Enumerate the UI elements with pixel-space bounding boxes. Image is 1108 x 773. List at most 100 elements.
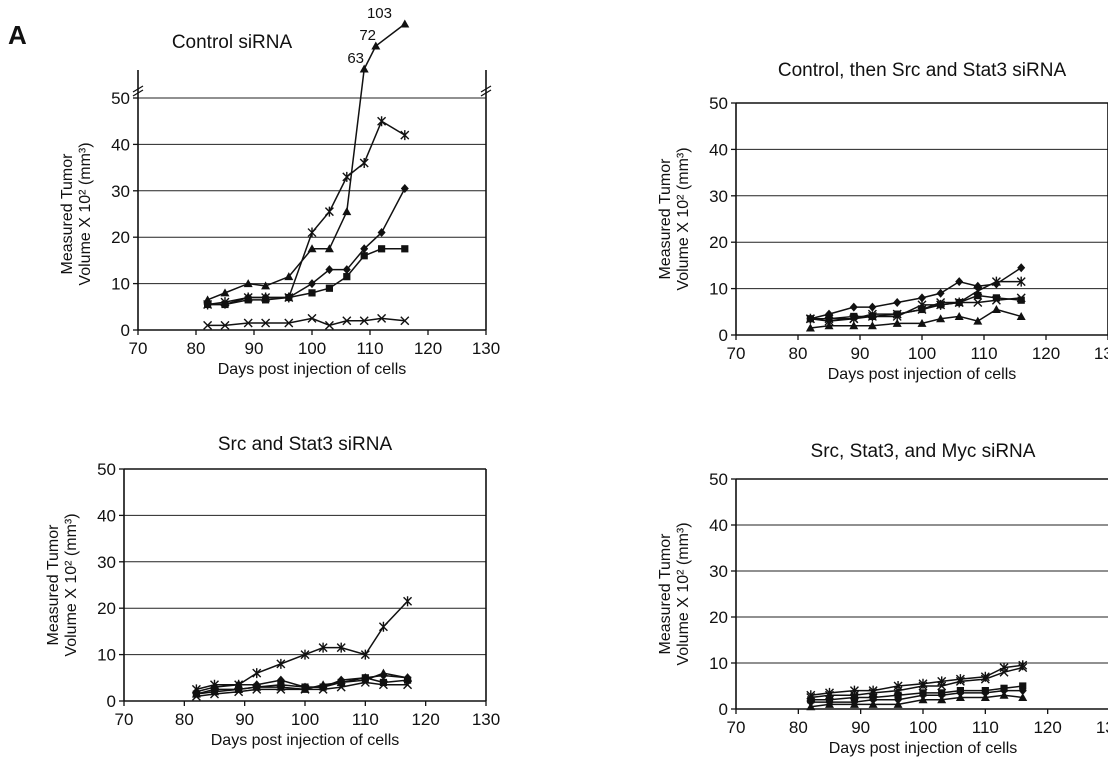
x-tick-label: 70 [727,718,746,737]
chart-title: Control siRNA [172,32,293,53]
data-point [894,691,902,699]
data-point [867,309,877,319]
data-point [342,316,352,326]
data-point [261,318,271,328]
series-line [207,248,405,306]
x-tick-label: 130 [472,710,500,729]
y-axis-label-line2: Volume X 10² (mm³) [77,142,94,285]
data-point [980,674,990,684]
data-point [377,116,387,127]
x-axis-label: Days post injection of cells [211,732,400,749]
data-point [243,318,253,328]
data-point [936,314,946,323]
data-point [191,691,201,701]
data-point [252,684,262,694]
data-point [937,681,947,691]
data-point [307,244,317,253]
data-point [379,678,388,687]
y-tick-label: 10 [709,280,728,299]
x-tick-label: 110 [972,718,999,737]
x-axis-label: Days post injection of cells [829,740,1018,757]
y-tick-label: 40 [709,516,728,535]
data-point [973,285,983,296]
data-point [210,689,219,699]
data-point [343,273,351,281]
data-point [307,313,317,323]
y-tick-label: 10 [97,646,116,665]
series-line [207,317,405,327]
data-point [937,690,946,700]
data-point [308,279,316,289]
x-tick-label: 130 [1094,344,1108,363]
chart-control-then-src-stat3-sirna: Control, then Src and Stat3 siRNA 0 10 20 30… [657,60,1108,383]
data-point [342,171,352,182]
series-1-diamond [806,263,1026,324]
y-tick-label: 50 [111,89,130,108]
data-point [973,298,983,308]
data-point [936,288,945,298]
series-4-square [204,245,409,309]
panel-label: A [8,20,27,50]
data-point [919,690,927,700]
data-point [308,289,316,297]
data-point [318,642,328,653]
data-point [991,295,1001,305]
data-point [300,684,310,694]
data-point [1018,663,1028,673]
x-tick-label: 80 [187,339,206,358]
y-tick-label: 30 [709,187,728,206]
annotation-label: 63 [347,50,364,67]
x-tick-label: 120 [1033,718,1061,737]
y-axis-label-line2: Volume X 10² (mm³) [675,522,692,665]
x-tick-label: 100 [908,344,936,363]
data-point [849,699,859,708]
y-axis-label-line1: Measured Tumor [657,533,674,655]
series-line [207,120,406,306]
x-tick-label: 110 [356,339,383,358]
data-point [276,658,286,669]
y-tick-label: 10 [709,654,728,673]
data-point [377,228,386,238]
data-point [276,682,286,691]
data-point [360,252,368,260]
series-5-x [805,293,1026,324]
data-point [1019,682,1027,690]
y-tick-label: 30 [111,182,130,201]
data-point [1016,276,1026,287]
x-tick-label: 80 [175,710,194,729]
y-axis-label-line2: Volume X 10² (mm³) [675,147,692,290]
series-2-x [806,663,1028,702]
data-point [378,680,388,690]
data-point [318,684,328,694]
data-point [285,293,293,302]
data-point [252,682,262,691]
data-point [342,207,352,216]
x-tick-label: 70 [115,710,134,729]
data-point [244,296,252,304]
x-tick-label: 130 [1096,718,1108,737]
data-point [400,183,409,193]
data-point [360,677,370,687]
data-point [307,227,317,238]
y-tick-label: 20 [111,228,130,247]
data-point [849,302,858,312]
y-tick-label: 20 [97,599,116,618]
y-tick-label: 50 [709,470,728,489]
data-point [892,309,902,319]
data-point [342,265,351,275]
data-point [234,687,244,697]
data-point [403,680,413,690]
series-1-star [806,660,1028,701]
y-tick-label: 50 [709,94,728,113]
series-5-x [203,313,410,330]
x-tick-label: 100 [298,339,326,358]
data-point [1000,686,1009,696]
data-point [325,284,333,292]
data-point [980,693,990,701]
series-line [207,188,406,306]
y-tick-label: 40 [709,140,728,159]
x-tick-label: 120 [1032,344,1060,363]
data-point [325,265,334,275]
data-point [849,321,859,330]
